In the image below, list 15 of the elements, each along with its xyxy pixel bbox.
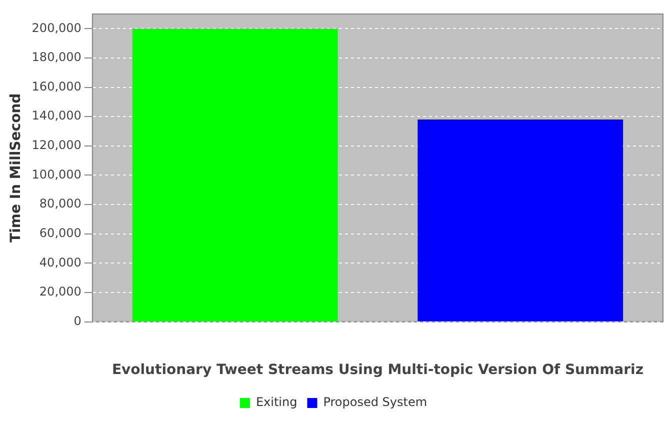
legend-label: Proposed System <box>323 395 428 410</box>
y-tick-label: 140,000 <box>32 108 82 123</box>
y-tick-label: 20,000 <box>39 284 82 299</box>
y-axis-title: Time In MillSecond <box>8 93 24 242</box>
y-tick-label: 200,000 <box>32 20 82 35</box>
y-tick-label: 180,000 <box>32 50 82 64</box>
y-tick-label: 120,000 <box>32 138 82 152</box>
y-tick-label: 60,000 <box>39 226 82 240</box>
y-tick-label: 40,000 <box>39 255 82 270</box>
y-tick-label: 0 <box>74 314 82 328</box>
x-axis-title: Evolutionary Tweet Streams Using Multi-topic Version Of Summariz <box>112 362 644 378</box>
y-tick-label: 100,000 <box>32 167 82 182</box>
y-tick-label: 80,000 <box>39 196 82 211</box>
legend-label: Exiting <box>256 395 298 410</box>
y-tick-label: 160,000 <box>32 79 82 94</box>
